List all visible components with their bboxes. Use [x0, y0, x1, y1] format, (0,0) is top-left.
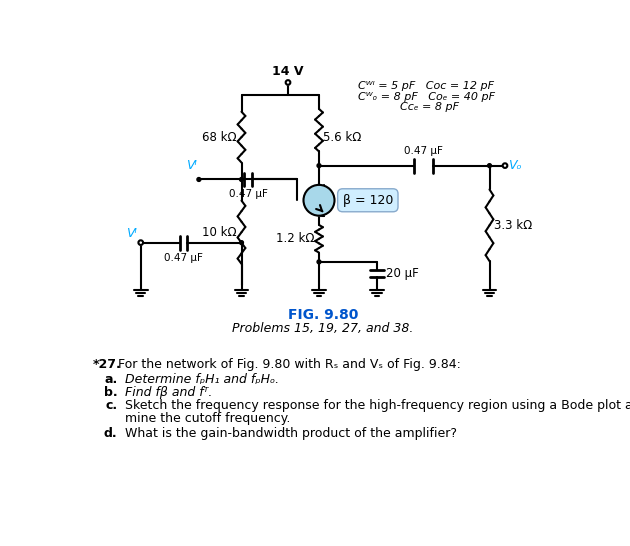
Text: a.: a.	[104, 373, 118, 386]
Text: 0.47 μF: 0.47 μF	[164, 253, 203, 263]
Text: What is the gain-bandwidth product of the amplifier?: What is the gain-bandwidth product of th…	[125, 426, 457, 440]
Text: β = 120: β = 120	[343, 194, 393, 207]
Text: Cᵂᴵ = 5 pF   Cᴏᴄ = 12 pF: Cᵂᴵ = 5 pF Cᴏᴄ = 12 pF	[358, 81, 494, 91]
Text: 5.6 kΩ: 5.6 kΩ	[323, 132, 361, 144]
Text: Determine fₚH₁ and fₚHₒ.: Determine fₚH₁ and fₚHₒ.	[125, 373, 279, 386]
Circle shape	[304, 185, 335, 216]
Text: 0.47 μF: 0.47 μF	[404, 146, 443, 156]
Text: Cᵂₒ = 8 pF   Cᴏₑ = 40 pF: Cᵂₒ = 8 pF Cᴏₑ = 40 pF	[358, 92, 495, 102]
Circle shape	[239, 241, 243, 245]
Text: *27.: *27.	[93, 358, 122, 371]
Circle shape	[239, 177, 243, 181]
Text: 14 V: 14 V	[272, 65, 304, 78]
Circle shape	[139, 240, 143, 245]
Circle shape	[503, 163, 507, 168]
Text: 10 kΩ: 10 kΩ	[202, 225, 237, 239]
Text: 0.47 μF: 0.47 μF	[229, 189, 268, 199]
Circle shape	[197, 177, 201, 181]
Circle shape	[317, 164, 321, 168]
Text: Vᴵ: Vᴵ	[126, 227, 137, 240]
Text: Vₒ: Vₒ	[508, 159, 522, 172]
Text: Sketch the frequency response for the high-frequency region using a Bode plot an: Sketch the frequency response for the hi…	[125, 399, 630, 412]
Text: FIG. 9.80: FIG. 9.80	[288, 308, 358, 322]
Circle shape	[488, 164, 491, 168]
Circle shape	[317, 260, 321, 264]
Text: mine the cutoff frequency.: mine the cutoff frequency.	[125, 412, 290, 425]
Text: Vᴵ: Vᴵ	[186, 159, 197, 172]
Text: b.: b.	[104, 386, 118, 399]
Text: 1.2 kΩ: 1.2 kΩ	[276, 232, 314, 245]
Text: c.: c.	[105, 399, 118, 412]
Circle shape	[285, 80, 290, 85]
Text: Find fβ and fᵀ.: Find fβ and fᵀ.	[125, 386, 213, 399]
Text: For the network of Fig. 9.80 with Rₛ and Vₛ of Fig. 9.84:: For the network of Fig. 9.80 with Rₛ and…	[118, 358, 461, 371]
Text: Problems 15, 19, 27, and 38.: Problems 15, 19, 27, and 38.	[232, 322, 413, 335]
Text: 3.3 kΩ: 3.3 kΩ	[494, 219, 532, 232]
Text: d.: d.	[104, 426, 118, 440]
Text: 68 kΩ: 68 kΩ	[202, 130, 237, 144]
Text: 20 μF: 20 μF	[386, 267, 419, 280]
Text: Cᴄₑ = 8 pF: Cᴄₑ = 8 pF	[399, 103, 459, 112]
